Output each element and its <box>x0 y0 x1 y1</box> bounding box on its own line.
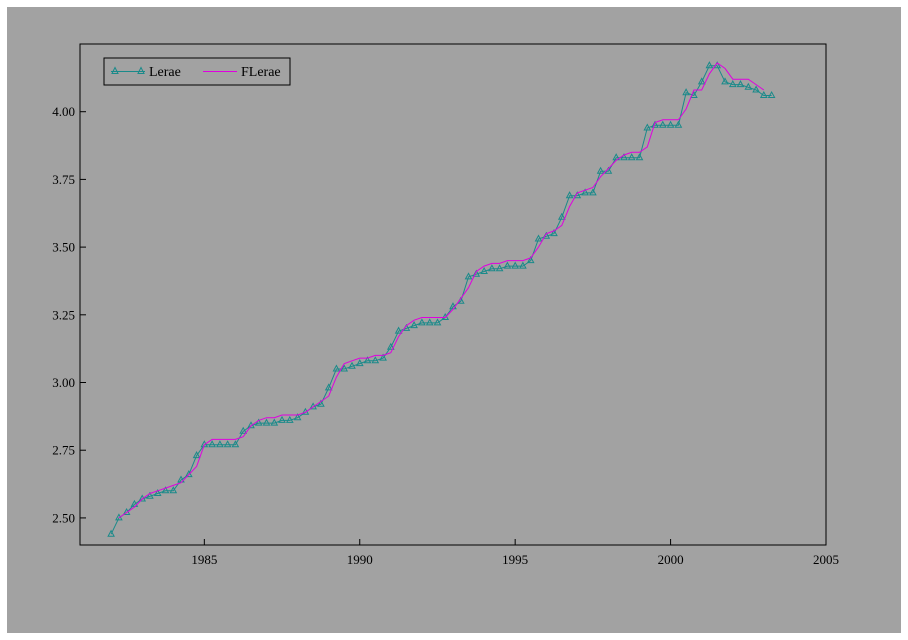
data-point-lerae <box>565 191 574 199</box>
y-tick-label: 2.75 <box>52 443 75 458</box>
data-point-lerae <box>721 77 729 85</box>
data-point-lerae <box>635 153 644 161</box>
data-point-lerae <box>620 153 628 161</box>
series-line-flerae <box>118 62 765 519</box>
legend-box <box>103 57 291 86</box>
data-point-lerae <box>216 440 224 448</box>
data-point-lerae <box>231 440 240 448</box>
data-point-lerae <box>332 364 341 372</box>
data-point-lerae <box>184 470 193 478</box>
data-point-lerae <box>744 82 753 90</box>
data-point-lerae <box>425 318 434 326</box>
series-line-lerae <box>110 65 772 535</box>
data-point-lerae <box>550 229 558 237</box>
data-point-lerae <box>526 256 535 264</box>
legend-label-flerae: FLerae <box>241 65 281 80</box>
data-point-lerae <box>169 486 178 494</box>
x-tick-label: 2005 <box>813 552 839 567</box>
data-point-lerae <box>324 383 333 391</box>
data-point-lerae <box>394 326 403 334</box>
data-point-lerae <box>480 266 488 274</box>
data-point-lerae <box>386 342 395 350</box>
data-point-lerae <box>270 418 279 426</box>
data-point-lerae <box>239 426 248 434</box>
data-point-lerae <box>371 356 380 364</box>
legend-label-lerae: Lerae <box>149 65 181 80</box>
data-point-lerae <box>488 264 496 272</box>
data-point-lerae <box>441 312 450 320</box>
data-point-lerae <box>643 123 652 131</box>
y-tick-label: 3.75 <box>52 172 75 187</box>
data-point-lerae <box>107 529 115 537</box>
data-point-lerae <box>146 491 154 499</box>
data-point-lerae <box>410 321 418 329</box>
y-tick-label: 2.50 <box>52 510 75 525</box>
legend-marker-lerae-2 <box>137 66 145 74</box>
data-point-lerae <box>589 188 597 196</box>
y-tick-label: 3.25 <box>52 307 75 322</box>
x-tick-label: 1995 <box>502 552 528 567</box>
data-point-lerae <box>262 418 271 426</box>
chart-frame: 1985 1990 1995 2000 2005 2.50 2.75 3.00 3.25 3.50… <box>7 7 901 633</box>
x-tick-label: 1985 <box>191 552 217 567</box>
data-point-lerae <box>511 261 520 269</box>
data-point-lerae <box>534 234 543 242</box>
data-point-lerae <box>612 153 621 161</box>
data-point-lerae <box>674 120 683 128</box>
data-point-lerae <box>223 440 232 448</box>
data-point-lerae <box>666 120 675 128</box>
x-tick-label: 1990 <box>347 552 373 567</box>
data-point-lerae <box>736 80 745 88</box>
data-point-lerae <box>379 353 387 361</box>
data-point-lerae <box>348 361 356 369</box>
data-point-lerae <box>627 153 636 161</box>
data-point-lerae <box>285 415 294 423</box>
data-point-lerae <box>340 364 349 372</box>
data-point-lerae <box>355 359 364 367</box>
axis-ticks: 1985 1990 1995 2000 2005 2.50 2.75 3.00 3.25 3.50… <box>52 104 839 567</box>
data-point-lerae <box>115 513 123 521</box>
y-tick-label: 3.00 <box>52 375 75 390</box>
data-point-lerae <box>728 80 737 88</box>
data-point-lerae <box>705 61 714 69</box>
legend-marker-lerae-1 <box>111 66 119 74</box>
data-point-lerae <box>293 413 302 421</box>
data-point-lerae <box>557 212 566 220</box>
data-point-lerae <box>581 188 589 196</box>
data-point-lerae <box>208 440 216 448</box>
line-chart: 1985 1990 1995 2000 2005 2.50 2.75 3.00 3.25 3.50… <box>52 43 839 567</box>
x-tick-label: 2000 <box>658 552 684 567</box>
data-point-lerae <box>254 418 263 426</box>
data-point-lerae <box>192 451 201 459</box>
data-point-lerae <box>418 318 426 326</box>
data-point-lerae <box>153 488 162 496</box>
plot-axes <box>79 43 827 546</box>
data-point-lerae <box>495 264 504 272</box>
data-point-lerae <box>433 318 442 326</box>
data-point-lerae <box>278 415 286 423</box>
data-point-lerae <box>472 269 481 277</box>
data-point-lerae <box>363 356 372 364</box>
data-point-lerae <box>464 272 473 280</box>
series-layer <box>107 61 776 537</box>
data-point-lerae <box>161 486 170 494</box>
data-point-lerae <box>658 120 667 128</box>
data-point-lerae <box>651 120 659 128</box>
data-point-lerae <box>682 88 690 96</box>
data-point-lerae <box>752 85 760 93</box>
plot-area-border <box>79 43 827 546</box>
data-point-lerae <box>767 90 776 98</box>
data-point-lerae <box>596 166 605 174</box>
y-tick-label: 4.00 <box>52 104 75 119</box>
data-point-lerae <box>503 261 512 269</box>
data-point-lerae <box>697 77 706 85</box>
data-point-lerae <box>759 90 768 98</box>
data-point-lerae <box>519 261 527 269</box>
data-point-lerae <box>317 399 325 407</box>
y-tick-label: 3.50 <box>52 240 75 255</box>
legend: Lerae FLerae <box>103 57 291 86</box>
